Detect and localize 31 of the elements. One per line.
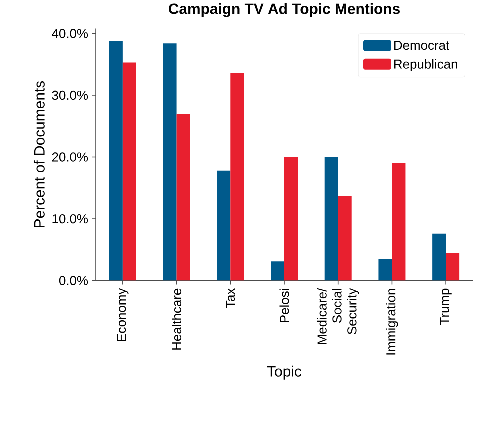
bar — [392, 164, 406, 281]
bar — [446, 253, 460, 281]
bar — [432, 234, 446, 281]
bar — [109, 41, 123, 281]
x-axis-title: Topic — [267, 366, 302, 380]
bar — [338, 196, 352, 281]
chart-title: Campaign TV Ad Topic Mentions — [169, 3, 400, 18]
y-tick-label: 10.0% — [52, 214, 88, 224]
x-tick-label: Medicare/ Social Security — [317, 288, 360, 344]
y-tick-label: 30.0% — [52, 91, 88, 100]
bar — [230, 73, 244, 281]
legend-label: Democrat — [394, 41, 450, 50]
bar — [271, 262, 285, 281]
bar — [284, 157, 298, 281]
bar — [217, 170, 231, 281]
y-tick-label: 40.0% — [52, 29, 88, 38]
x-tick-label: Tax — [226, 288, 236, 308]
bar — [378, 259, 392, 281]
bar — [122, 62, 136, 281]
x-tick-label: Economy — [117, 288, 129, 342]
bar — [176, 114, 190, 281]
x-tick-label: Healthcare — [172, 289, 182, 350]
bar — [163, 44, 177, 281]
x-tick-label: Trump — [440, 288, 452, 326]
y-tick-label: 0.0% — [59, 276, 88, 286]
y-tick-label: 20.0% — [52, 152, 88, 162]
y-axis-title: Percent of Documents — [34, 82, 45, 228]
x-tick-label: Pelosi — [280, 289, 290, 323]
x-tick-label: Immigration — [386, 289, 398, 355]
legend-label: Republican — [394, 60, 458, 72]
bar — [324, 157, 338, 281]
